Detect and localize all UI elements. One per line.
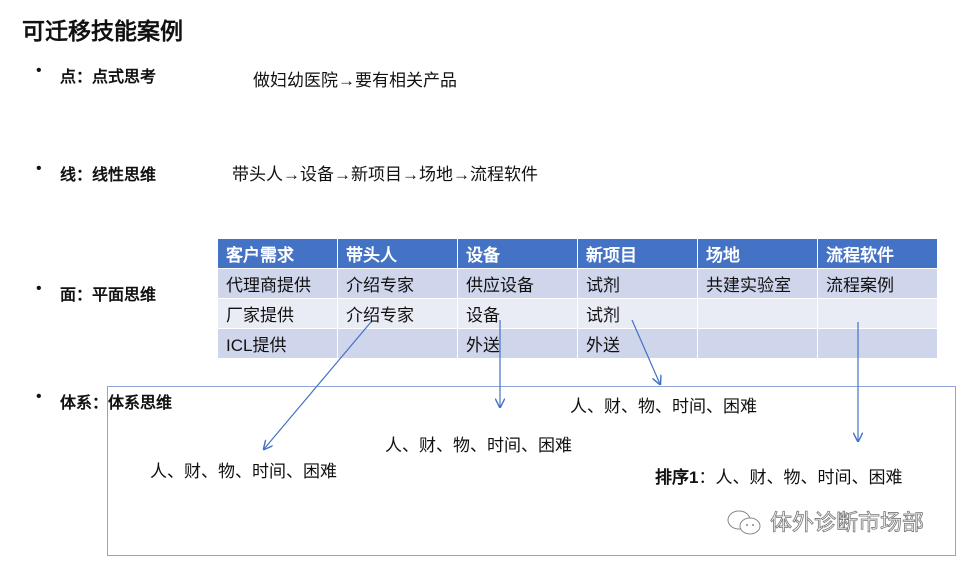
table-cell (817, 328, 938, 359)
table-cell: 共建实验室 (697, 268, 818, 299)
table-header: 新项目 (577, 238, 698, 269)
wechat-icon (725, 508, 765, 543)
bullet-plane-label: 面：平面思维 (60, 287, 157, 304)
table-cell (697, 298, 818, 329)
table-cell: 试剂 (577, 298, 698, 329)
bullet-system-label: 体系：体系思维 (60, 395, 173, 412)
arrow (264, 321, 372, 449)
table-header: 带头人 (337, 238, 458, 269)
table-header: 设备 (457, 238, 578, 269)
table-cell: 介绍专家 (337, 298, 458, 329)
table-cell: 介绍专家 (337, 268, 458, 299)
sort-label: 排序1 (655, 468, 699, 487)
table-row: 厂家提供 介绍专家 设备 试剂 (217, 298, 938, 329)
system-text: 人、财、物、时间、困难 (385, 436, 572, 455)
system-text: 人、财、物、时间、困难 (570, 397, 757, 416)
bullet-point-label: 点：点式思考 (60, 69, 157, 86)
sort-text: ：人、财、物、时间、困难 (698, 468, 903, 487)
table-cell: 厂家提供 (217, 298, 338, 329)
system-box (107, 386, 956, 556)
sort-line: 排序1：人、财、物、时间、困难 (655, 463, 902, 488)
bullet-line-text: 带头人→设备→新项目→场地→流程软件 (232, 165, 538, 184)
table-cell (337, 328, 458, 359)
bullet-icon: • (36, 280, 42, 297)
table-header: 流程软件 (817, 238, 938, 269)
bullet-icon: • (36, 160, 42, 177)
arrow (631, 319, 660, 384)
table-cell (697, 328, 818, 359)
system-text: 人、财、物、时间、困难 (150, 462, 337, 481)
table-header: 场地 (697, 238, 818, 269)
watermark: 体外诊断市场部 (770, 510, 925, 536)
table-cell: 试剂 (577, 268, 698, 299)
table-cell: ICL提供 (217, 328, 338, 359)
table-row: ICL提供 外送 外送 (217, 328, 938, 359)
table-header: 客户需求 (217, 238, 338, 269)
table-cell (817, 298, 938, 329)
table-cell: 外送 (457, 328, 578, 359)
plane-table: 客户需求 带头人 设备 新项目 场地 流程软件 代理商提供 介绍专家 供应设备 … (217, 238, 938, 359)
table-cell: 流程案例 (817, 268, 938, 299)
bullet-point-text: 做妇幼医院→要有相关产品 (253, 71, 457, 90)
table-cell: 代理商提供 (217, 268, 338, 299)
bullet-line-label: 线：线性思维 (60, 167, 157, 184)
bullet-icon: • (36, 62, 42, 79)
table-cell: 供应设备 (457, 268, 578, 299)
page-title: 可迁移技能案例 (22, 18, 183, 44)
bullet-icon: • (36, 388, 42, 405)
table-row: 代理商提供 介绍专家 供应设备 试剂 共建实验室 流程案例 (217, 268, 938, 299)
table-cell: 设备 (457, 298, 578, 329)
